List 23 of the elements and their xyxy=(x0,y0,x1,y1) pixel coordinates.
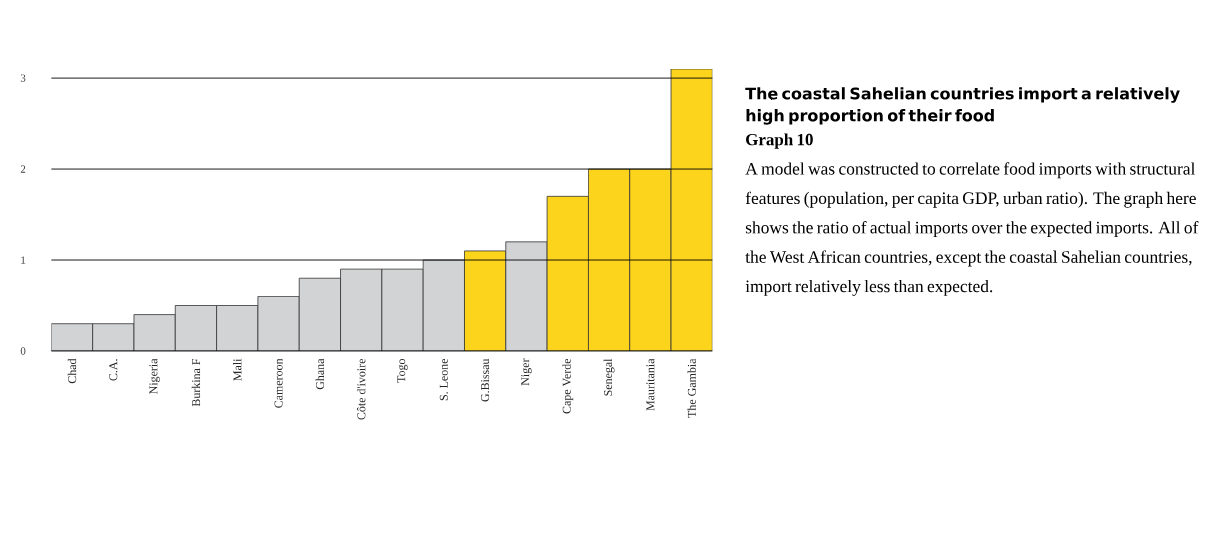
x-tick-label: C.A. xyxy=(109,359,118,381)
x-tick-label: Mali xyxy=(233,358,242,381)
x-tick-label: Mauritania xyxy=(646,358,655,411)
x-tick-label: Ghana xyxy=(315,358,325,390)
y-tick-label: 3 xyxy=(20,74,26,82)
y-tick-label: 2 xyxy=(20,165,26,173)
x-tick-label: Nigeria xyxy=(149,358,160,395)
x-tick-label: Burkina F xyxy=(191,358,201,407)
x-tick-label: The Gambia xyxy=(687,358,696,418)
x-tick-label: Niger xyxy=(521,358,532,386)
x-tick-label: G.Bissau xyxy=(481,358,490,402)
x-tick-label: Chad xyxy=(67,358,77,384)
x-tick-label: Côte d'ivoire xyxy=(356,358,366,420)
x-tick-label: S. Leone xyxy=(439,358,448,401)
x-tick-label: Senegal xyxy=(603,358,615,396)
x-tick-label: Togo xyxy=(397,358,408,383)
y-tick-label: 1 xyxy=(21,256,26,264)
x-tick-label: Cameroon xyxy=(274,358,283,408)
x-tick-label: Cape Verde xyxy=(562,358,574,414)
y-tick-label: 0 xyxy=(20,347,26,355)
text: A model was constructed to correlate food imports with structural features (population, per capita GDP, urban ratio). The graph here shows the ratio of actual imports over the expected imports. All of the West African countries, except the coastal Sahelian countries, import relatively less than expected. xyxy=(745,162,1199,296)
text: Graph 10 xyxy=(746,133,813,149)
text: The coastal Sahelian countries import a relatively high proportion of their food xyxy=(745,87,1180,125)
